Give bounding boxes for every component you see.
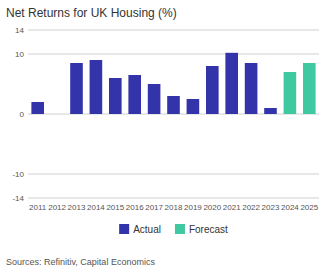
bar	[284, 72, 297, 114]
x-tick-label: 2015	[106, 203, 124, 212]
bar	[128, 75, 141, 114]
bar	[303, 63, 316, 114]
legend: Actual Forecast	[119, 224, 228, 235]
grid-line	[28, 174, 319, 175]
x-tick-label: 2025	[300, 203, 318, 212]
bar	[51, 114, 64, 115]
bar	[245, 63, 258, 114]
title: Net Returns for UK Housing (%)	[6, 6, 177, 20]
x-tick-label: 2023	[262, 203, 280, 212]
x-tick-label: 2020	[203, 203, 221, 212]
x-tick-label: 2018	[165, 203, 183, 212]
x-tick-label: 2022	[242, 203, 260, 212]
bar	[31, 102, 44, 114]
grid-line	[28, 30, 319, 31]
legend-label: Actual	[133, 224, 161, 235]
bar	[148, 84, 161, 114]
x-tick-label: 2011	[29, 203, 47, 212]
y-tick-label: -14	[12, 194, 24, 203]
bar	[264, 108, 277, 114]
bar	[90, 60, 103, 114]
legend-label: Forecast	[189, 224, 228, 235]
y-tick-label: 10	[15, 50, 24, 59]
x-tick-label: 2014	[87, 203, 105, 212]
legend-swatch	[175, 224, 185, 234]
grid-line	[28, 198, 319, 199]
bar	[206, 66, 219, 114]
y-tick-label: 14	[15, 26, 24, 35]
x-tick-label: 2017	[145, 203, 163, 212]
bar	[167, 96, 180, 114]
x-tick-label: 2019	[184, 203, 202, 212]
bar	[187, 99, 200, 114]
x-tick-label: 2013	[68, 203, 86, 212]
chart: Net Returns for UK Housing (%) -14 -10 0 10 1…	[0, 0, 325, 273]
bar	[109, 78, 122, 114]
x-tick-label: 2024	[281, 203, 299, 212]
bar	[70, 63, 83, 114]
legend-swatch	[119, 224, 129, 234]
source-note: Sources: Refinitiv, Capital Economics	[6, 257, 155, 267]
x-tick-label: 2021	[223, 203, 241, 212]
y-tick-label: -10	[12, 170, 24, 179]
bar	[225, 53, 238, 114]
bars	[31, 53, 315, 114]
x-tick-label: 2016	[126, 203, 144, 212]
y-tick-label: 0	[20, 110, 25, 119]
x-tick-label: 2012	[48, 203, 66, 212]
grid-line	[28, 54, 319, 55]
